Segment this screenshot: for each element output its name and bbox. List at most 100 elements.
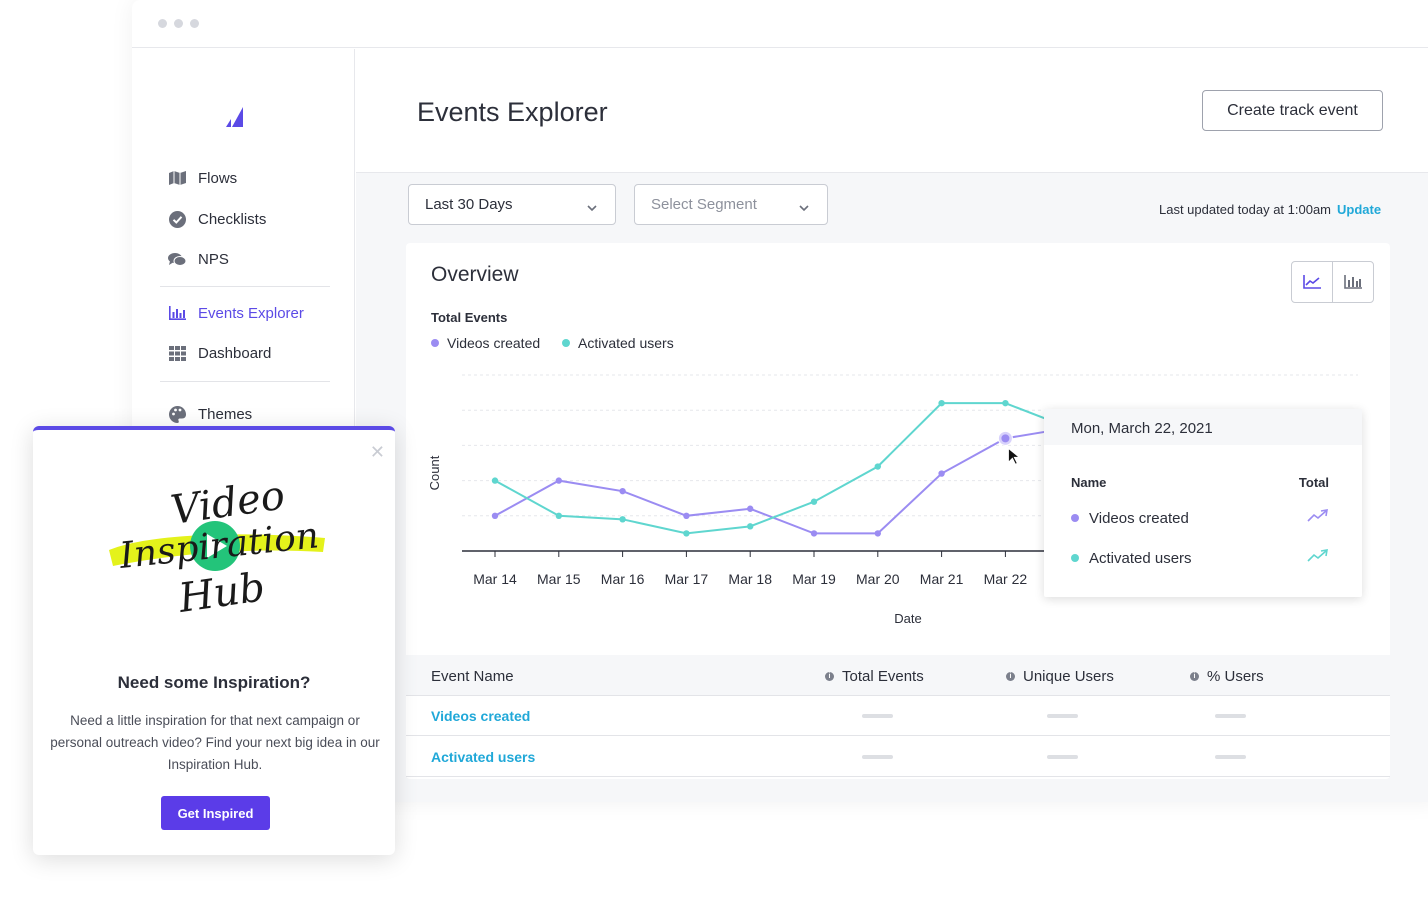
sidebar-divider bbox=[160, 381, 330, 382]
tooltip-row-activated-users: Activated users bbox=[1071, 549, 1329, 567]
hover-marker-core bbox=[1001, 434, 1010, 443]
data-point bbox=[810, 530, 818, 537]
col-event-name[interactable]: Event Name bbox=[431, 668, 514, 685]
column-label: Event Name bbox=[431, 668, 514, 685]
data-point bbox=[491, 477, 499, 484]
data-point bbox=[938, 399, 945, 407]
chat-bubbles-icon bbox=[168, 250, 186, 268]
sidebar-item-flows[interactable]: Flows bbox=[168, 166, 237, 190]
info-icon: i bbox=[1006, 672, 1015, 681]
x-tick-label: Mar 22 bbox=[984, 571, 1028, 587]
series-line-videos-created bbox=[494, 426, 1070, 535]
sidebar-item-dashboard[interactable]: Dashboard bbox=[168, 341, 271, 365]
legend-label: Videos created bbox=[447, 335, 541, 351]
map-icon bbox=[168, 169, 186, 187]
chevron-down-icon bbox=[587, 199, 597, 216]
data-point bbox=[683, 530, 690, 537]
table-row: Videos created bbox=[406, 696, 1390, 736]
column-label: Unique Users bbox=[1023, 668, 1114, 685]
grid-icon bbox=[168, 344, 186, 362]
table-header: Event Name i Total Events i Unique Users i… bbox=[406, 655, 1390, 696]
legend-dot-icon bbox=[1071, 514, 1079, 522]
mouse-cursor-icon bbox=[1007, 447, 1021, 466]
data-point bbox=[938, 470, 945, 477]
legend-label: Activated users bbox=[578, 335, 674, 351]
check-circle-icon bbox=[168, 210, 186, 228]
create-track-event-button[interactable]: Create track event bbox=[1202, 90, 1383, 131]
data-point bbox=[555, 477, 562, 484]
bar-chart-toggle-button[interactable] bbox=[1333, 262, 1373, 302]
overview-title: Overview bbox=[431, 263, 519, 286]
update-link[interactable]: Update bbox=[1337, 202, 1382, 217]
last-updated: Last updated today at 1:00am Update bbox=[1159, 202, 1381, 217]
tooltip-date: Mon, March 22, 2021 bbox=[1044, 409, 1362, 445]
legend-dot-icon bbox=[1071, 554, 1079, 562]
x-tick-label: Mar 20 bbox=[856, 571, 900, 587]
column-label: % Users bbox=[1207, 668, 1264, 685]
tooltip-row-label: Activated users bbox=[1089, 549, 1192, 567]
tooltip-col-name: Name bbox=[1071, 475, 1107, 490]
info-icon: i bbox=[825, 672, 834, 681]
data-point bbox=[683, 512, 690, 519]
page-header: Events Explorer Create track event bbox=[356, 49, 1428, 173]
sidebar-item-label: Dashboard bbox=[198, 344, 272, 362]
date-range-value: Last 30 Days bbox=[425, 196, 513, 213]
main-content: Events Explorer Create track event Last … bbox=[356, 49, 1428, 802]
sidebar-item-label: NPS bbox=[198, 250, 229, 268]
y-axis-label: Count bbox=[427, 455, 442, 490]
col-percent-users[interactable]: i % Users bbox=[1190, 668, 1264, 685]
placeholder-dash bbox=[862, 755, 893, 759]
data-point bbox=[1002, 399, 1009, 407]
sidebar-item-nps[interactable]: NPS bbox=[168, 247, 229, 271]
palette-icon bbox=[168, 405, 186, 423]
window-dot-icon bbox=[190, 19, 199, 28]
placeholder-dash bbox=[1215, 755, 1246, 759]
bar-chart-icon bbox=[1344, 275, 1362, 289]
get-inspired-button[interactable]: Get Inspired bbox=[161, 796, 270, 830]
legend-item-videos-created: Videos created bbox=[431, 335, 540, 351]
column-label: Total Events bbox=[842, 668, 924, 685]
close-icon[interactable]: ✕ bbox=[369, 442, 385, 462]
placeholder-dash bbox=[862, 714, 893, 718]
col-unique-users[interactable]: i Unique Users bbox=[1006, 668, 1114, 685]
bar-chart-icon bbox=[168, 304, 186, 322]
segment-select[interactable]: Select Segment bbox=[634, 184, 828, 225]
date-range-select[interactable]: Last 30 Days bbox=[408, 184, 616, 225]
tooltip-col-total: Total bbox=[1298, 475, 1329, 490]
tooltip-header: Name Total bbox=[1071, 475, 1329, 490]
window-dot-icon bbox=[158, 19, 167, 28]
info-icon: i bbox=[1190, 672, 1199, 681]
trend-up-icon bbox=[1307, 549, 1329, 567]
window-dot-icon bbox=[174, 19, 183, 28]
data-point bbox=[747, 505, 754, 512]
event-link-activated-users[interactable]: Activated users bbox=[431, 749, 536, 765]
page-title: Events Explorer bbox=[417, 97, 608, 127]
legend-dot-icon bbox=[562, 339, 570, 347]
x-tick-label: Mar 14 bbox=[473, 571, 517, 587]
data-point bbox=[810, 498, 818, 505]
window-titlebar bbox=[132, 0, 1428, 48]
col-total-events[interactable]: i Total Events bbox=[825, 668, 924, 685]
chevron-down-icon bbox=[799, 199, 809, 216]
placeholder-dash bbox=[1047, 755, 1078, 759]
x-tick-label: Mar 15 bbox=[537, 571, 581, 587]
placeholder-dash bbox=[1215, 714, 1246, 718]
sidebar-item-checklists[interactable]: Checklists bbox=[168, 207, 266, 231]
inspiration-modal: ✕ Video Inspiration Hub Need some Inspir… bbox=[33, 426, 395, 855]
x-tick-label: Mar 16 bbox=[601, 571, 645, 587]
x-tick-label: Mar 17 bbox=[665, 571, 709, 587]
total-events-label: Total Events bbox=[431, 310, 508, 325]
data-point bbox=[619, 487, 626, 495]
data-point bbox=[619, 516, 626, 523]
event-link-videos-created[interactable]: Videos created bbox=[431, 708, 531, 724]
legend-dot-icon bbox=[431, 339, 439, 347]
data-point bbox=[874, 530, 881, 537]
line-chart-icon bbox=[1303, 275, 1321, 289]
sidebar-item-themes[interactable]: Themes bbox=[168, 402, 252, 426]
tooltip-row-videos-created: Videos created bbox=[1071, 509, 1329, 527]
x-tick-label: Mar 18 bbox=[728, 571, 772, 587]
line-chart-toggle-button[interactable] bbox=[1292, 262, 1333, 302]
sidebar-item-events-explorer[interactable]: Events Explorer bbox=[168, 301, 304, 325]
modal-description: Need a little inspiration for that next … bbox=[50, 713, 380, 772]
overview-card: Overview Total Events Videos created Act… bbox=[406, 243, 1390, 779]
